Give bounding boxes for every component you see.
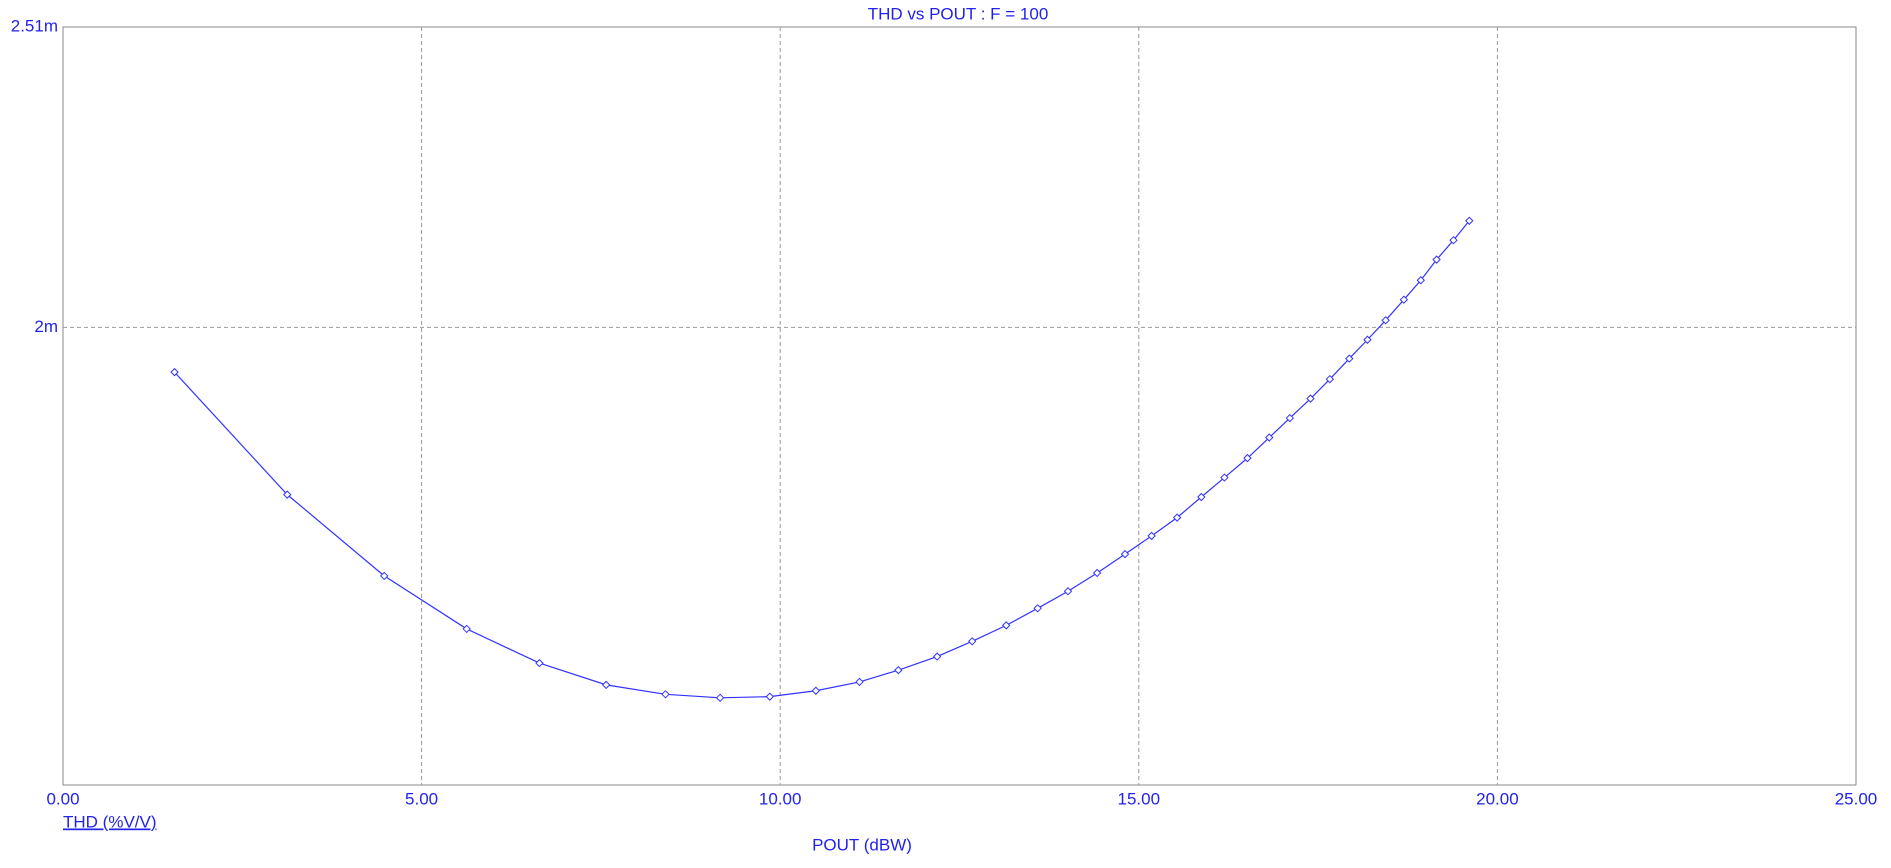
data-point — [380, 571, 389, 581]
data-point — [661, 690, 670, 699]
data-point — [1197, 492, 1206, 502]
data-point — [1306, 394, 1315, 403]
data-point — [1432, 255, 1441, 264]
data-point — [1325, 374, 1335, 384]
x-tick-label: 5.00 — [405, 789, 438, 808]
series-line — [174, 220, 1470, 699]
data-point — [1345, 354, 1354, 363]
data-point — [894, 665, 903, 675]
data-point — [1120, 549, 1130, 559]
data-point — [601, 680, 611, 690]
data-point — [932, 652, 942, 661]
data-point — [1465, 216, 1474, 225]
data-point — [1243, 453, 1252, 463]
x-axis-label: POUT (dBW) — [812, 835, 912, 854]
chart-title: THD vs POUT : F = 100 — [868, 4, 1049, 23]
y-tick-label: 2.51m — [11, 16, 58, 35]
data-point — [1381, 316, 1390, 325]
data-point — [1399, 295, 1409, 304]
legend-entry: THD (%V/V) — [63, 812, 157, 831]
data-point — [967, 637, 977, 646]
plot-frame — [62, 26, 1857, 786]
data-point — [1220, 473, 1229, 482]
data-point — [462, 624, 471, 634]
data-point — [1063, 587, 1073, 596]
data-point — [855, 677, 864, 687]
x-tick-label: 0.00 — [46, 789, 79, 808]
data-point — [765, 692, 775, 701]
data-point — [535, 658, 544, 668]
data-point — [1001, 621, 1011, 630]
data-point — [1172, 513, 1182, 522]
data-point — [1363, 335, 1372, 344]
data-point — [1265, 433, 1274, 442]
data-point — [715, 693, 725, 703]
data-point — [811, 686, 821, 695]
x-tick-label: 20.00 — [1476, 789, 1519, 808]
x-tick-label: 10.00 — [759, 789, 802, 808]
data-point — [1285, 413, 1295, 423]
data-point — [1449, 235, 1458, 245]
data-point — [1033, 604, 1042, 613]
x-tick-label: 25.00 — [1835, 789, 1878, 808]
y-tick-label: 2m — [34, 317, 58, 336]
data-point — [1147, 531, 1156, 541]
data-point — [1092, 568, 1102, 578]
data-point — [1416, 276, 1426, 285]
data-point — [283, 490, 292, 499]
data-point — [170, 367, 179, 377]
x-tick-label: 15.00 — [1118, 789, 1161, 808]
